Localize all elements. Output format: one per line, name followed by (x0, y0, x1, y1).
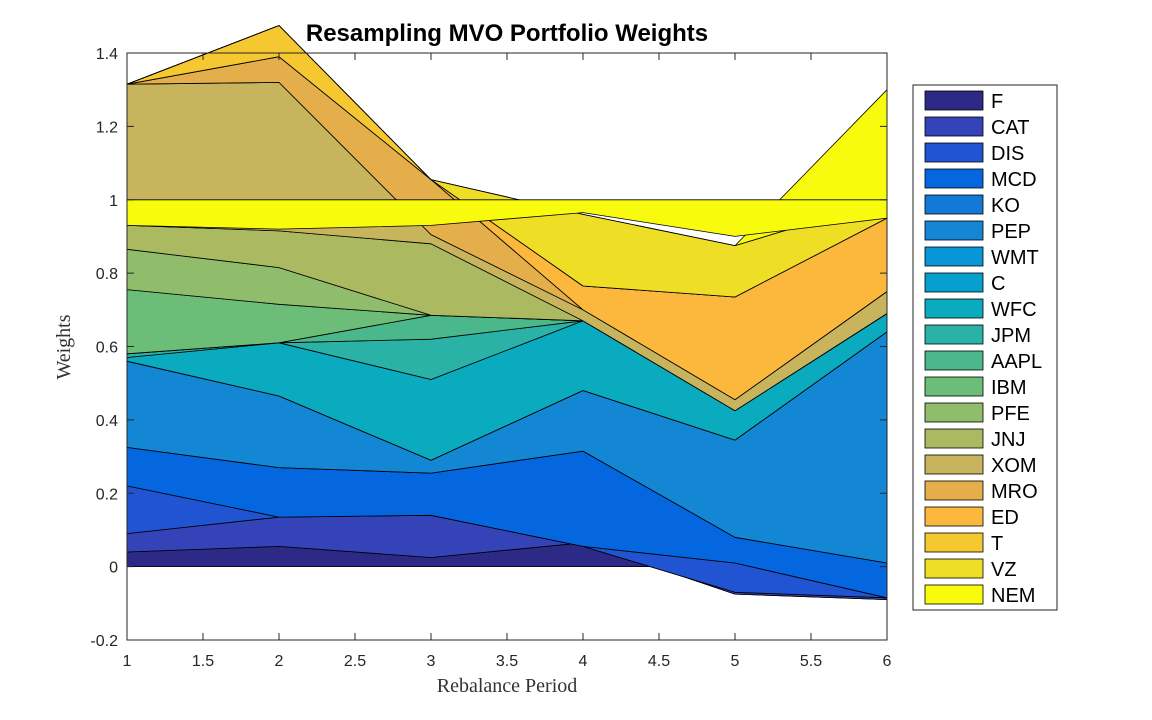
y-tick-label: 0.8 (96, 266, 118, 283)
x-tick-label: 3.5 (496, 653, 518, 670)
legend-swatch-xom (924, 454, 984, 475)
legend-swatch-jpm (924, 324, 984, 345)
legend-swatch-aapl (924, 350, 984, 371)
legend-label: PFE (991, 403, 1030, 425)
x-tick-label: 1.5 (192, 653, 214, 670)
legend-label: XOM (991, 455, 1037, 477)
y-tick-label: 0 (109, 560, 118, 577)
y-tick-label: 0.2 (96, 486, 118, 503)
legend-box (912, 84, 1058, 611)
legend-label: WFC (991, 299, 1037, 321)
x-tick-label: 2 (275, 653, 284, 670)
x-tick-label: 2.5 (344, 653, 366, 670)
legend-swatch-wfc (924, 298, 984, 319)
legend-swatch-jnj (924, 428, 984, 449)
legend-label: WMT (991, 247, 1039, 269)
legend-label: JPM (991, 325, 1031, 347)
x-axis-ticks: 1 1.5 2 2.5 3 3.5 4 4.5 5 5.5 6 (123, 53, 892, 670)
legend-label: NEM (991, 585, 1035, 607)
legend-label: MCD (991, 169, 1037, 191)
y-tick-label: 0.4 (96, 413, 118, 430)
legend-label: PEP (991, 221, 1031, 243)
legend-swatch-t (924, 532, 984, 553)
y-tick-label: -0.2 (90, 633, 118, 650)
x-tick-label: 5 (731, 653, 740, 670)
stacked-areas (126, 25, 888, 600)
x-tick-label: 4.5 (648, 653, 670, 670)
legend-swatch-wmt (924, 246, 984, 267)
y-tick-label: 1.2 (96, 119, 118, 136)
x-tick-label: 5.5 (800, 653, 822, 670)
legend-label: C (991, 273, 1005, 295)
legend-label: IBM (991, 377, 1027, 399)
legend-swatch-mro (924, 480, 984, 501)
y-axis-ticks: -0.2 0 0.2 0.4 0.6 0.8 1 1.2 1.4 (90, 46, 887, 650)
legend: F CAT DIS MCD KO PEP WMT C WFC JPM AAPL IBM PFE JNJ XO… (912, 84, 1058, 611)
x-tick-label: 3 (427, 653, 436, 670)
legend-label: DIS (991, 143, 1024, 165)
legend-label: MRO (991, 481, 1038, 503)
x-tick-label: 4 (579, 653, 588, 670)
legend-label: CAT (991, 117, 1030, 139)
legend-label: ED (991, 507, 1019, 529)
y-tick-label: 1.4 (96, 46, 118, 63)
legend-swatch-ed (924, 506, 984, 527)
legend-swatch-vz (924, 558, 984, 579)
y-tick-label: 1 (109, 193, 118, 210)
chart-title: Resampling MVO Portfolio Weights (306, 20, 708, 47)
x-tick-label: 6 (883, 653, 892, 670)
legend-swatch-mcd (924, 168, 984, 189)
legend-label: VZ (991, 559, 1017, 581)
legend-label: T (991, 533, 1003, 555)
legend-label: AAPL (991, 351, 1042, 373)
legend-swatch-cat (924, 116, 984, 137)
legend-label: KO (991, 195, 1020, 217)
legend-swatch-ko (924, 194, 984, 215)
legend-swatch-pfe (924, 402, 984, 423)
legend-swatch-pep (924, 220, 984, 241)
legend-label: F (991, 91, 1003, 113)
legend-swatch-ibm (924, 376, 984, 397)
legend-swatch-dis (924, 142, 984, 163)
x-tick-label: 1 (123, 653, 132, 670)
legend-swatch-f (924, 90, 984, 111)
y-axis-label: Weights (53, 314, 75, 379)
y-tick-label: 0.6 (96, 340, 118, 357)
legend-label: JNJ (991, 429, 1025, 451)
legend-swatch-c (924, 272, 984, 293)
x-axis-label: Rebalance Period (437, 675, 578, 697)
legend-swatch-nem (924, 584, 984, 605)
